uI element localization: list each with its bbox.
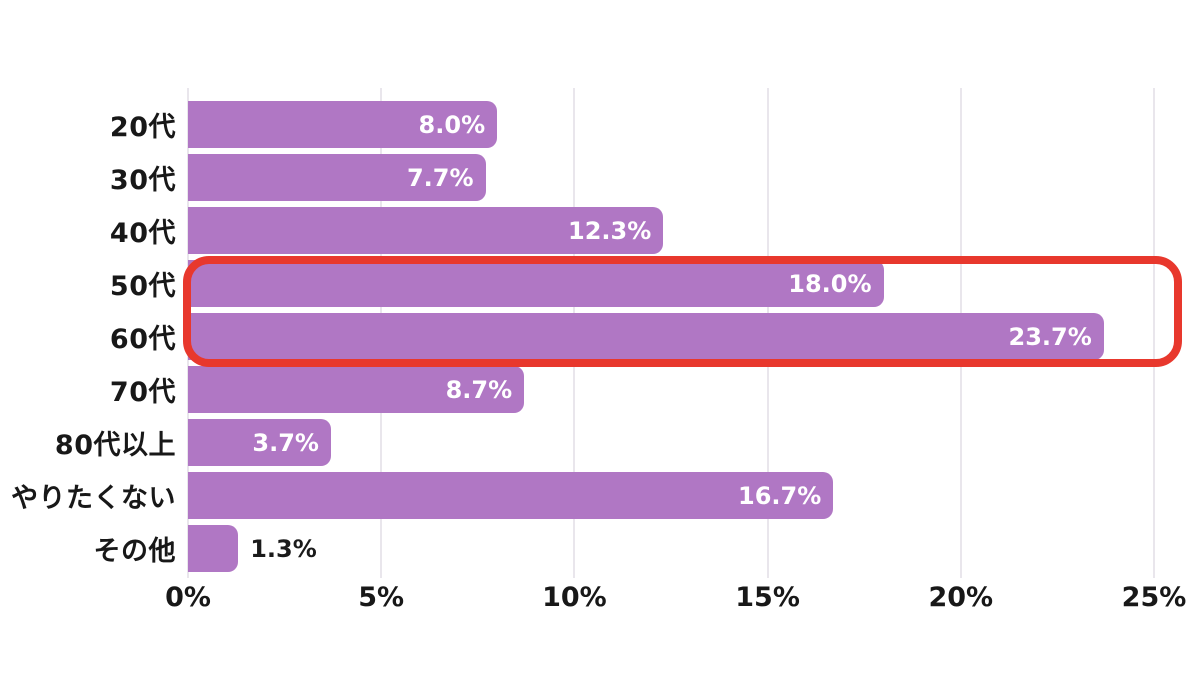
gridline-25 bbox=[1153, 88, 1155, 578]
bar-track: 16.7% bbox=[188, 472, 1154, 519]
category-label: 50代 bbox=[109, 271, 176, 302]
bar-track: 8.7% bbox=[188, 366, 1154, 413]
x-tick-label: 15% bbox=[735, 582, 800, 613]
bar: 23.7% bbox=[188, 313, 1104, 360]
bar: 18.0% bbox=[188, 260, 884, 307]
bar-track: 7.7% bbox=[188, 154, 1154, 201]
value-label: 7.7% bbox=[406, 163, 474, 192]
value-label: 3.7% bbox=[252, 428, 319, 457]
bar-row: 80代以上 3.7% bbox=[0, 416, 1200, 469]
x-tick-label: 10% bbox=[542, 582, 607, 613]
bar-row: 50代 18.0% bbox=[0, 257, 1200, 310]
bar-track: 1.3% bbox=[188, 525, 1154, 572]
value-label: 12.3% bbox=[568, 216, 652, 245]
bar-track: 3.7% bbox=[188, 419, 1154, 466]
bar: 12.3% bbox=[188, 207, 664, 254]
category-label: やりたくない bbox=[11, 483, 176, 514]
bar-row: その他 1.3% bbox=[0, 522, 1200, 575]
bar-row: 30代 7.7% bbox=[0, 151, 1200, 204]
bar: 7.7% bbox=[188, 154, 486, 201]
category-label: 70代 bbox=[109, 377, 176, 408]
x-tick-label: 25% bbox=[1121, 582, 1187, 613]
bar-row: 20代 8.0% bbox=[0, 98, 1200, 151]
bar-rows: 20代 8.0% 30代 7.7% 40代 12.3% 50代 18.0% 60代 23.7% 70… bbox=[0, 98, 1200, 575]
category-label: 80代以上 bbox=[54, 430, 176, 461]
bar-track: 18.0% bbox=[188, 260, 1154, 307]
bar: 1.3% bbox=[188, 525, 317, 572]
bar-track: 23.7% bbox=[188, 313, 1154, 360]
bar-row: 70代 8.7% bbox=[0, 363, 1200, 416]
category-label: その他 bbox=[93, 536, 176, 567]
bar: 3.7% bbox=[188, 419, 331, 466]
bar-track: 8.0% bbox=[188, 101, 1154, 148]
value-label: 8.7% bbox=[445, 375, 513, 404]
category-label: 30代 bbox=[109, 165, 176, 196]
category-label: 40代 bbox=[109, 218, 176, 249]
bar: 8.0% bbox=[188, 101, 498, 148]
bar-row: やりたくない 16.7% bbox=[0, 469, 1200, 522]
bar-row: 60代 23.7% bbox=[0, 310, 1200, 363]
x-tick-label: 5% bbox=[358, 582, 405, 613]
category-label: 60代 bbox=[109, 324, 176, 355]
bar: 8.7% bbox=[188, 366, 525, 413]
value-label: 16.7% bbox=[738, 481, 822, 510]
value-label: 1.3% bbox=[250, 534, 317, 563]
value-label: 18.0% bbox=[788, 269, 872, 298]
x-axis: 0% 5% 10% 15% 20% 25% bbox=[0, 582, 1200, 622]
x-tick-label: 0% bbox=[165, 582, 211, 613]
value-label: 23.7% bbox=[1008, 322, 1092, 351]
bar-track: 12.3% bbox=[188, 207, 1154, 254]
bar-row: 40代 12.3% bbox=[0, 204, 1200, 257]
category-label: 20代 bbox=[109, 112, 176, 143]
bar: 16.7% bbox=[188, 472, 834, 519]
value-label: 8.0% bbox=[418, 110, 486, 139]
x-tick-label: 20% bbox=[928, 582, 994, 613]
